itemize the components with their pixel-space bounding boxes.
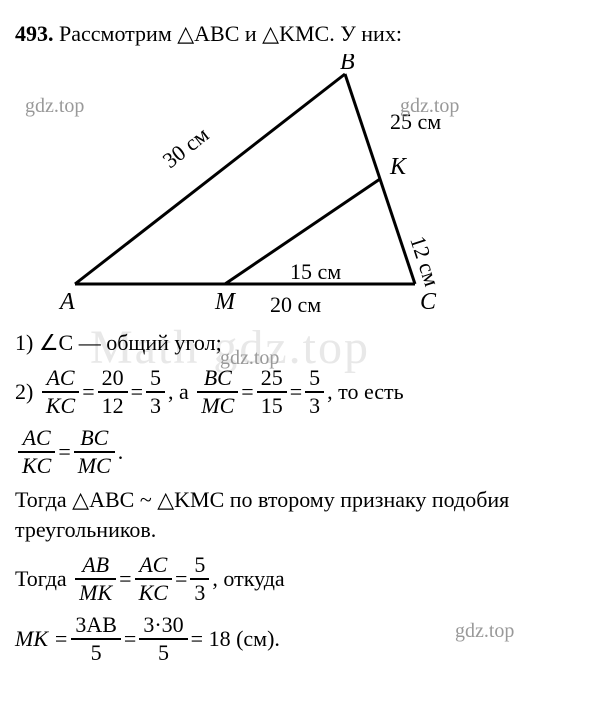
point-k-label: K <box>389 154 408 180</box>
conclusion-2: Тогда AB MK = AC KC = 5 3 , откуда <box>15 552 585 606</box>
edge-ab-label: 30 см <box>158 121 214 172</box>
frac-5-3a: 5 3 <box>146 365 165 419</box>
problem-number: 493. <box>15 21 54 46</box>
step-1: 1) ∠C — общий угол; <box>15 328 585 359</box>
step2-text1: , а <box>168 379 189 405</box>
point-c-label: C <box>420 289 437 315</box>
edge-bk-label: 25 см <box>390 109 441 134</box>
step-2-identity: AC KC = BC MC . <box>15 425 585 479</box>
frac-ab-mk: AB MK <box>75 552 116 606</box>
frac-ac-kc: AC KC <box>42 365 79 419</box>
intro-text: Рассмотрим △ABC и △KMC. У них: <box>59 21 402 46</box>
frac-25-15: 25 15 <box>257 365 287 419</box>
problem-statement: 493. Рассмотрим △ABC и △KMC. У них: <box>15 19 585 50</box>
triangle-diagram: A B C M K 30 см 25 см 12 см 15 см 20 см <box>15 54 585 324</box>
step2-text2: , то есть <box>327 379 404 405</box>
final-answer: MK = 3AB 5 = 3·30 5 = 18 (см). <box>15 612 585 666</box>
final-prefix: MK = <box>15 626 68 652</box>
point-b-label: B <box>340 54 355 75</box>
step2-prefix: 2) <box>15 379 33 405</box>
step-2-equation: 2) AC KC = 20 12 = 5 3 , а BC MC = 25 15… <box>15 365 585 419</box>
frac-330-5: 3·30 5 <box>139 612 187 666</box>
point-m-label: M <box>214 289 237 315</box>
final-result: = 18 (см). <box>191 626 280 652</box>
conclusion2-prefix: Тогда <box>15 566 67 592</box>
conclusion2-suffix: , откуда <box>212 566 284 592</box>
frac-5-3b: 5 3 <box>305 365 324 419</box>
edge-ac-label: 20 см <box>270 292 321 317</box>
frac-3ab-5: 3AB 5 <box>71 612 121 666</box>
frac-5-3c: 5 3 <box>190 552 209 606</box>
conclusion-1: Тогда △ABC ~ △KMC по второму признаку по… <box>15 485 585 547</box>
frac-ac-kc2: AC KC <box>18 425 55 479</box>
edge-kc-label: 12 см <box>405 233 445 289</box>
frac-20-12: 20 12 <box>98 365 128 419</box>
frac-bc-mc: BC MC <box>197 365 238 419</box>
frac-ac-kc3: AC KC <box>135 552 172 606</box>
frac-bc-mc2: BC MC <box>74 425 115 479</box>
point-a-label: A <box>58 289 75 315</box>
edge-mc-label: 15 см <box>290 259 341 284</box>
